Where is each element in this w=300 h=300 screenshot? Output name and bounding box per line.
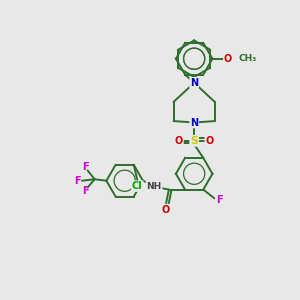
Text: O: O <box>162 205 170 214</box>
Text: S: S <box>190 136 198 146</box>
Text: F: F <box>82 186 88 196</box>
Text: O: O <box>206 136 214 146</box>
Text: N: N <box>190 118 198 128</box>
Text: N: N <box>190 78 198 88</box>
Text: O: O <box>175 136 183 146</box>
Text: F: F <box>74 176 81 186</box>
Text: NH: NH <box>146 182 162 190</box>
Text: F: F <box>82 162 88 172</box>
Text: Cl: Cl <box>132 181 143 191</box>
Text: O: O <box>224 54 232 64</box>
Text: F: F <box>216 195 223 205</box>
Text: CH₃: CH₃ <box>239 54 257 63</box>
